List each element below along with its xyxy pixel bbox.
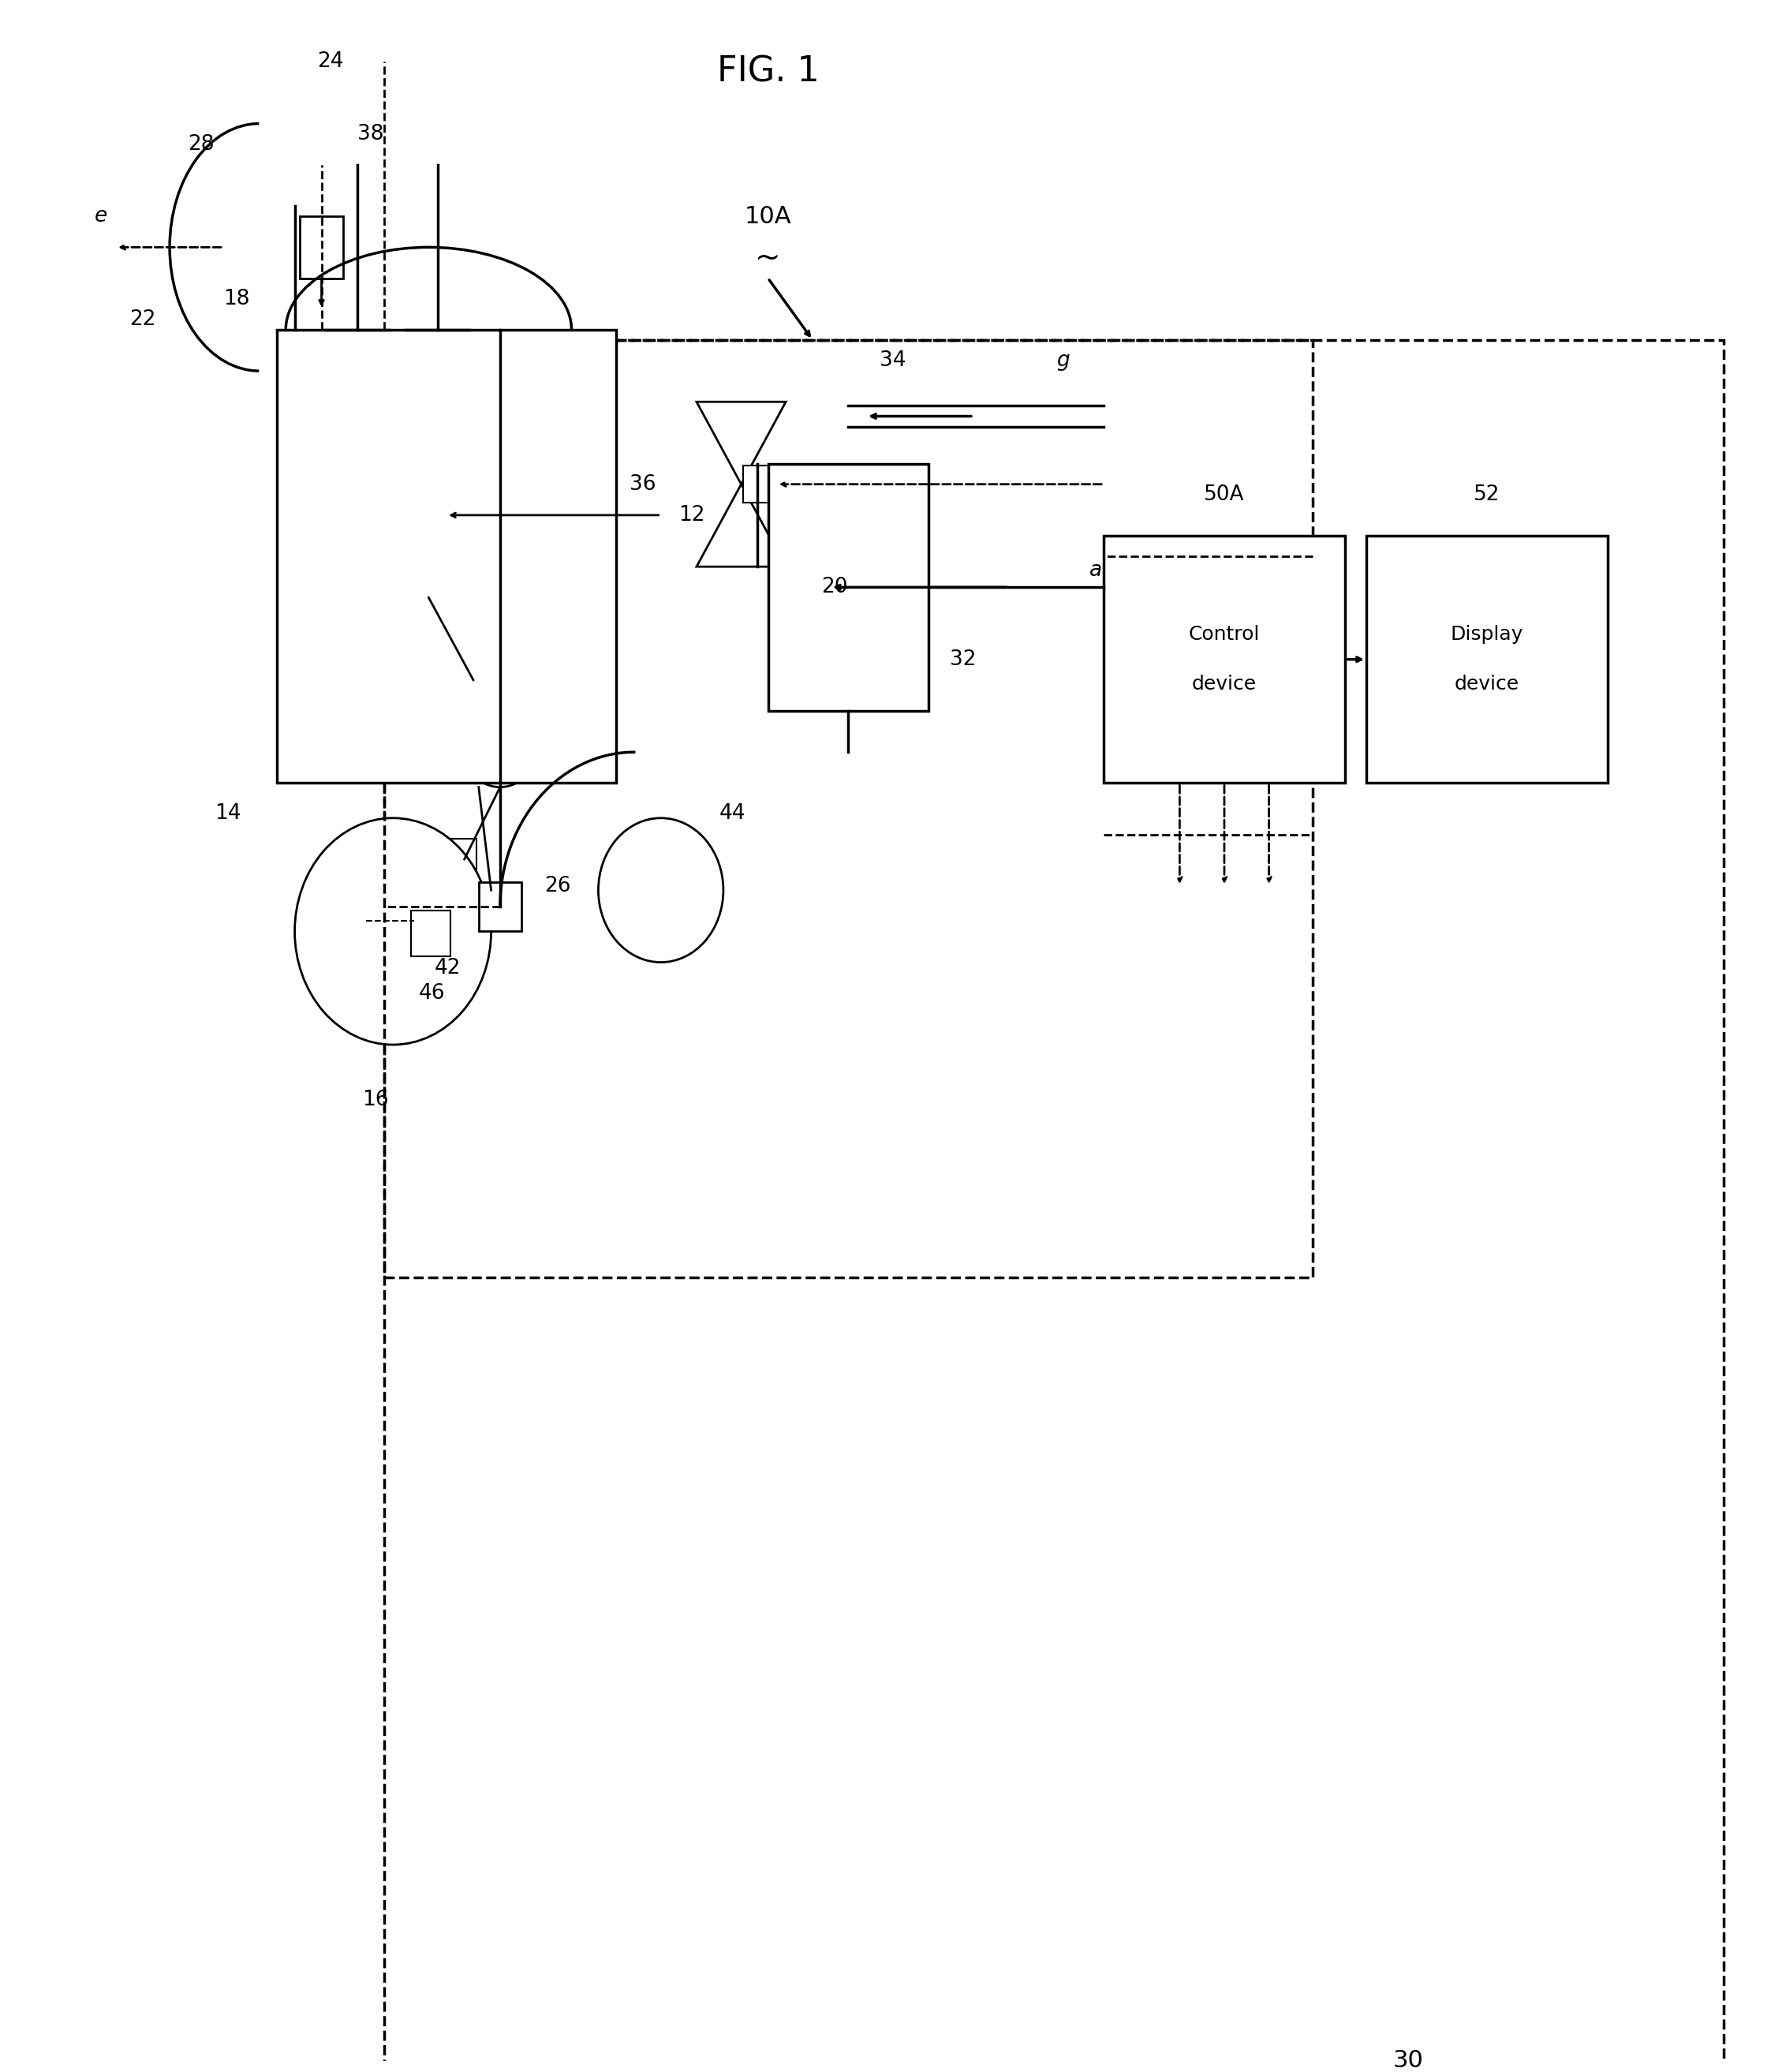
Text: 10A: 10A bbox=[745, 205, 791, 228]
Text: 18: 18 bbox=[223, 288, 250, 309]
Circle shape bbox=[295, 818, 491, 1044]
Text: ~: ~ bbox=[755, 242, 780, 274]
Text: 38: 38 bbox=[357, 124, 384, 145]
Bar bbox=[479, 883, 522, 932]
Polygon shape bbox=[697, 402, 786, 485]
Text: 20: 20 bbox=[822, 576, 848, 597]
Bar bbox=[768, 464, 929, 711]
Text: 24: 24 bbox=[318, 52, 343, 73]
Text: a: a bbox=[1089, 562, 1102, 580]
Text: e: e bbox=[95, 205, 107, 226]
Circle shape bbox=[461, 696, 539, 787]
Bar bbox=[384, 340, 1723, 2072]
Bar bbox=[411, 912, 450, 955]
Text: 52: 52 bbox=[1473, 485, 1500, 506]
Text: device: device bbox=[1191, 675, 1257, 694]
Text: 46: 46 bbox=[420, 982, 445, 1003]
Bar bbox=[1366, 537, 1607, 783]
Text: 22: 22 bbox=[130, 309, 155, 329]
Text: 16: 16 bbox=[363, 1090, 388, 1111]
Bar bbox=[384, 340, 1313, 1278]
Text: 12: 12 bbox=[679, 506, 705, 526]
Text: device: device bbox=[1454, 675, 1520, 694]
Text: 44: 44 bbox=[720, 804, 745, 825]
Text: 14: 14 bbox=[214, 804, 241, 825]
Text: 36: 36 bbox=[630, 474, 655, 495]
Text: 26: 26 bbox=[545, 876, 572, 897]
Text: 34: 34 bbox=[880, 350, 906, 371]
Polygon shape bbox=[697, 485, 786, 566]
Text: g: g bbox=[1056, 350, 1070, 371]
Bar bbox=[300, 215, 343, 278]
Bar bbox=[1104, 537, 1345, 783]
Bar bbox=[743, 466, 775, 503]
Text: Control: Control bbox=[1189, 626, 1259, 644]
Text: 42: 42 bbox=[434, 957, 461, 978]
Text: 30: 30 bbox=[1393, 2049, 1423, 2072]
Text: 32: 32 bbox=[950, 649, 977, 669]
Text: Display: Display bbox=[1450, 626, 1523, 644]
Bar bbox=[277, 329, 616, 783]
Text: 28: 28 bbox=[188, 135, 214, 155]
Text: 50A: 50A bbox=[1204, 485, 1245, 506]
Circle shape bbox=[598, 818, 723, 961]
Circle shape bbox=[357, 433, 500, 597]
Bar bbox=[434, 839, 477, 881]
Text: FIG. 1: FIG. 1 bbox=[716, 56, 820, 89]
